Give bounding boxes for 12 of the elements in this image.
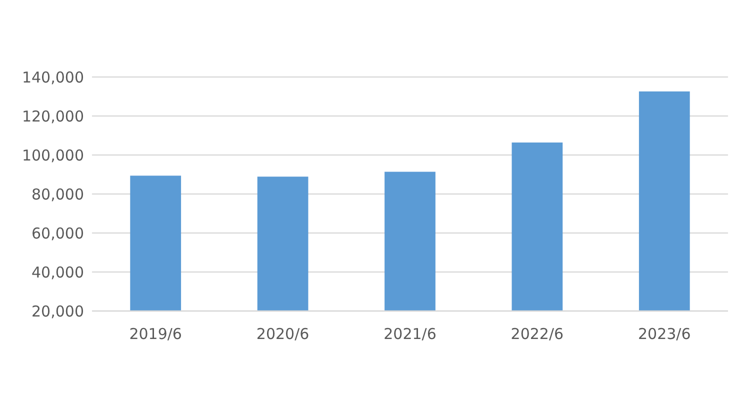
y-tick-label: 20,000: [32, 302, 84, 320]
x-tick-label: 2021/6: [384, 325, 436, 343]
y-tick-label: 120,000: [22, 107, 84, 126]
y-tick-label: 60,000: [32, 224, 84, 242]
x-tick-label: 2022/6: [510, 325, 564, 343]
x-tick-label: 2019/6: [129, 325, 182, 343]
y-tick-label: 100,000: [22, 146, 84, 164]
y-tick-label: 140,000: [22, 68, 84, 86]
x-tick-label: 2020/6: [256, 325, 310, 343]
x-tick-label: 2023/6: [638, 325, 691, 343]
y-tick-label: 80,000: [32, 185, 84, 204]
y-tick-label: 40,000: [32, 263, 84, 282]
